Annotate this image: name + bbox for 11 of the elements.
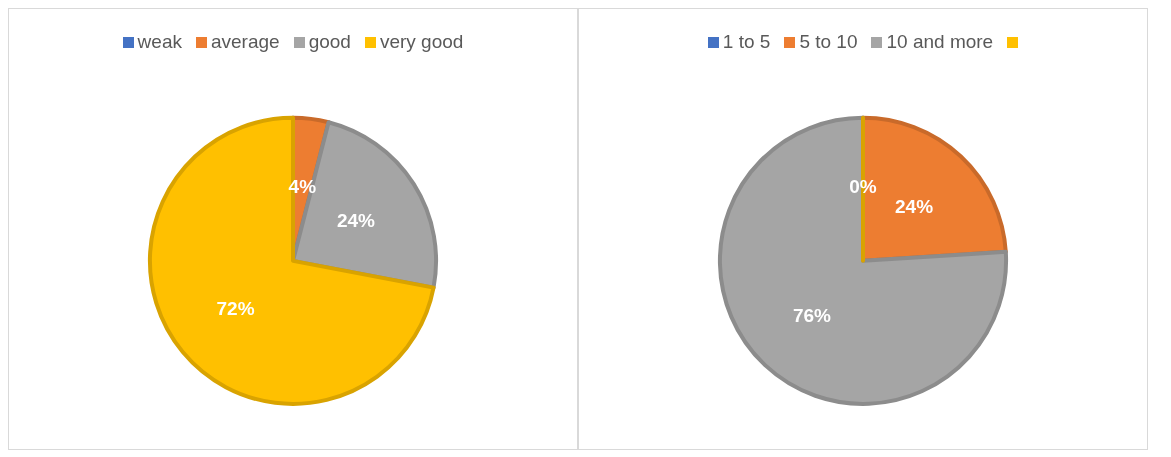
legend-label: average: [210, 31, 280, 53]
legend-label: 1 to 5: [722, 31, 771, 53]
data-label: 24%: [336, 210, 376, 232]
legend-label: very good: [379, 31, 464, 53]
legend-label: weak: [137, 31, 182, 53]
legend-label: 10 and more: [886, 31, 994, 53]
legend-label: 5 to 10: [799, 31, 858, 53]
data-label: 76%: [792, 304, 832, 326]
data-label: 72%: [216, 297, 255, 319]
data-label: 24%: [895, 196, 934, 217]
legend-label: good: [308, 31, 351, 53]
